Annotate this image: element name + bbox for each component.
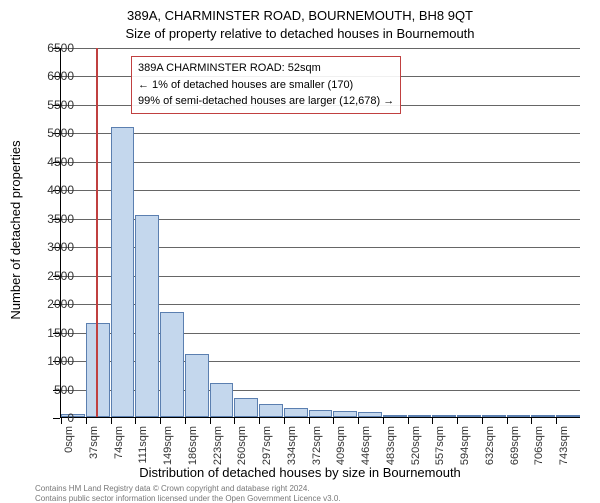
y-tick-label: 2000 (47, 297, 74, 311)
footer-line1: Contains HM Land Registry data © Crown c… (35, 484, 310, 493)
y-axis-label: Number of detached properties (8, 140, 23, 319)
chart-container: 389A, CHARMINSTER ROAD, BOURNEMOUTH, BH8… (0, 0, 600, 500)
x-tick-label: 74sqm (113, 426, 125, 459)
x-tick (86, 417, 87, 424)
bar (507, 415, 531, 417)
y-tick-label: 3000 (47, 240, 74, 254)
x-tick (358, 417, 359, 424)
plot-area: 389A CHARMINSTER ROAD: 52sqm← 1% of deta… (60, 48, 580, 418)
x-tick (259, 417, 260, 424)
y-tick-label: 3500 (47, 212, 74, 226)
footer-line2: Contains public sector information licen… (35, 494, 341, 503)
marker-line (96, 48, 98, 417)
x-tick (383, 417, 384, 424)
annotation-box: 389A CHARMINSTER ROAD: 52sqm← 1% of deta… (131, 56, 401, 114)
gridline (61, 162, 580, 163)
x-tick-label: 483sqm (385, 426, 397, 465)
x-tick (531, 417, 532, 424)
y-tick-label: 1500 (47, 326, 74, 340)
bar (556, 415, 580, 417)
bar (358, 412, 382, 417)
x-tick (111, 417, 112, 424)
bar (432, 415, 456, 417)
x-tick-label: 0sqm (63, 426, 75, 453)
x-tick (135, 417, 136, 424)
x-tick-label: 37sqm (88, 426, 100, 459)
bar (531, 415, 555, 417)
bar (408, 415, 432, 417)
gridline (61, 48, 580, 49)
bar (309, 410, 333, 417)
x-tick (507, 417, 508, 424)
annotation-line: 389A CHARMINSTER ROAD: 52sqm (138, 60, 394, 77)
annotation-line: ← 1% of detached houses are smaller (170… (138, 77, 394, 94)
x-tick-label: 223sqm (212, 426, 224, 465)
x-tick (432, 417, 433, 424)
x-tick (457, 417, 458, 424)
bar (259, 404, 283, 417)
chart-title-line2: Size of property relative to detached ho… (0, 26, 600, 41)
x-tick (556, 417, 557, 424)
y-tick-label: 1000 (47, 354, 74, 368)
x-tick-label: 669sqm (509, 426, 521, 465)
x-tick (234, 417, 235, 424)
x-tick-label: 111sqm (137, 426, 149, 464)
x-tick-label: 260sqm (236, 426, 248, 465)
bar (135, 215, 159, 417)
x-axis-label: Distribution of detached houses by size … (0, 465, 600, 480)
x-tick (284, 417, 285, 424)
x-tick (408, 417, 409, 424)
gridline (61, 190, 580, 191)
x-tick-label: 706sqm (533, 426, 545, 465)
y-tick-label: 4500 (47, 155, 74, 169)
chart-title-line1: 389A, CHARMINSTER ROAD, BOURNEMOUTH, BH8… (0, 8, 600, 23)
bar (234, 398, 258, 417)
x-tick-label: 446sqm (360, 426, 372, 465)
annotation-line: 99% of semi-detached houses are larger (… (138, 93, 394, 110)
bar (160, 312, 184, 417)
x-tick-label: 297sqm (261, 426, 273, 465)
x-tick (185, 417, 186, 424)
bar (457, 415, 481, 417)
bar (210, 383, 234, 417)
y-tick-label: 4000 (47, 183, 74, 197)
y-tick-label: 6500 (47, 41, 74, 55)
x-tick-label: 743sqm (558, 426, 570, 465)
y-tick-label: 5500 (47, 98, 74, 112)
bar (333, 411, 357, 417)
bar (111, 127, 135, 417)
x-tick (61, 417, 62, 424)
gridline (61, 133, 580, 134)
x-tick (210, 417, 211, 424)
x-tick-label: 186sqm (187, 426, 199, 465)
x-tick-label: 520sqm (410, 426, 422, 465)
bar (383, 415, 407, 417)
x-tick-label: 409sqm (335, 426, 347, 465)
x-tick-label: 557sqm (434, 426, 446, 465)
y-tick-label: 6000 (47, 69, 74, 83)
bar (284, 408, 308, 417)
x-tick-label: 594sqm (459, 426, 471, 465)
y-tick-label: 0 (67, 411, 74, 425)
y-tick (53, 418, 60, 419)
x-tick-label: 632sqm (484, 426, 496, 465)
bar (482, 415, 506, 417)
y-tick-label: 2500 (47, 269, 74, 283)
bar (185, 354, 209, 417)
x-tick (482, 417, 483, 424)
y-tick-label: 5000 (47, 126, 74, 140)
x-tick-label: 334sqm (286, 426, 298, 465)
y-tick-label: 500 (54, 383, 74, 397)
x-tick (333, 417, 334, 424)
x-tick (309, 417, 310, 424)
x-tick (160, 417, 161, 424)
x-tick-label: 372sqm (311, 426, 323, 465)
x-tick-label: 149sqm (162, 426, 174, 465)
